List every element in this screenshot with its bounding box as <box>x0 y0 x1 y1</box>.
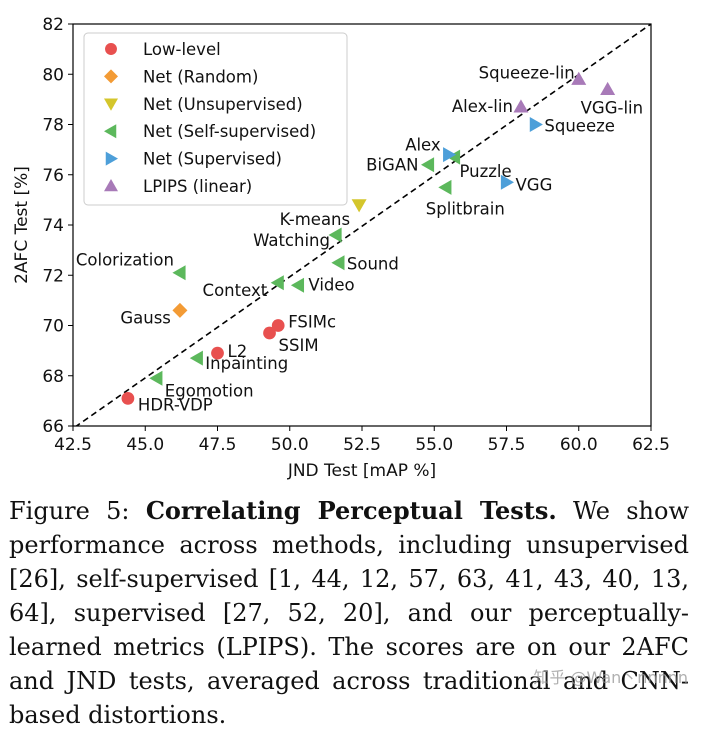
y-tick-label: 72 <box>42 266 64 286</box>
y-tick-label: 76 <box>42 166 64 186</box>
point-hdr-vdp <box>121 391 135 405</box>
caption-body: We show performance across methods, incl… <box>9 497 689 729</box>
point-egomotion <box>149 370 163 386</box>
point-gauss <box>172 302 188 318</box>
point-label-vgg-lin: VGG-lin <box>581 98 643 117</box>
caption-title: Correlating Perceptual Tests. <box>145 496 557 525</box>
legend-box <box>83 32 348 206</box>
y-tick-label: 70 <box>42 317 64 337</box>
point-label-video: Video <box>308 275 354 294</box>
point-splitbrain <box>438 179 452 195</box>
scatter-chart: 42.5 45.0 47.5 50.0 52.5 55.0 57.5 60.0 62.5 66 68… <box>12 15 670 481</box>
point-label-puzzle: Puzzle <box>459 162 511 181</box>
point-watching <box>328 227 342 243</box>
legend-label-low-level: Low-level <box>143 40 221 59</box>
point-squeeze <box>529 117 543 132</box>
legend-label-net-self-supervised: Net (Self-supervised) <box>143 122 316 141</box>
x-tick-label: 55.0 <box>415 435 453 455</box>
y-tick-label: 74 <box>42 216 64 236</box>
legend-label-net-unsupervised: Net (Unsupervised) <box>143 95 303 114</box>
point-puzzle <box>446 149 461 165</box>
ticks-layer: 42.5 45.0 47.5 50.0 52.5 55.0 57.5 60.0 62.5 66 68… <box>42 15 670 455</box>
point-squeeze-lin <box>571 71 587 85</box>
data-points-layer <box>121 71 616 405</box>
x-tick-label: 50.0 <box>271 435 309 455</box>
legend-marker-net-supervised <box>105 151 118 166</box>
point-colorization <box>172 265 186 281</box>
point-k-means <box>351 199 367 213</box>
point-label-splitbrain: Splitbrain <box>426 199 505 218</box>
x-tick-label: 62.5 <box>632 435 670 455</box>
point-label-colorization: Colorization <box>76 251 174 270</box>
point-label-l2: L2 <box>228 342 248 361</box>
point-fsimc <box>271 319 285 332</box>
y-axis-label: 2AFC Test [%] <box>12 166 32 284</box>
legend-marker-net-self-supervised <box>104 124 117 139</box>
legend: Low-level Net (Random) Net (Unsupervised) N… <box>83 32 348 206</box>
point-ssim <box>263 326 276 340</box>
point-label-k-means: K-means <box>280 210 350 229</box>
caption-prefix: Figure 5: <box>9 497 146 525</box>
x-axis-label: JND Test [mAP %] <box>287 461 436 481</box>
point-vgg <box>500 174 514 190</box>
legend-marker-low-level <box>105 43 117 55</box>
point-l2 <box>211 346 224 360</box>
legend-marker-lpips-linear <box>104 179 118 192</box>
point-label-egomotion: Egomotion <box>165 381 254 400</box>
point-label-watching: Watching <box>253 231 330 250</box>
point-alex <box>443 147 457 163</box>
point-label-sound: Sound <box>347 255 399 274</box>
point-vgg-lin <box>600 81 616 95</box>
point-label-bigan: BiGAN <box>366 156 418 175</box>
point-sound <box>331 255 345 271</box>
point-label-vgg: VGG <box>516 175 553 194</box>
x-tick-label: 45.0 <box>126 435 164 455</box>
watermark-text: 知乎 @Wan丶nnnnn <box>533 668 688 687</box>
point-alex-lin <box>513 99 529 113</box>
x-tick-label: 47.5 <box>199 435 237 455</box>
legend-label-net-random: Net (Random) <box>143 67 258 86</box>
point-inpainting <box>189 350 203 366</box>
point-label-context: Context <box>203 281 268 300</box>
legend-marker-net-random <box>104 69 118 84</box>
reference-dashed-line <box>75 24 651 426</box>
x-tick-label: 57.5 <box>488 435 526 455</box>
point-label-hdr-vdp: HDR-VDP <box>138 395 213 414</box>
x-tick-label: 42.5 <box>54 435 92 455</box>
reference-line-layer <box>75 24 651 426</box>
point-label-inpainting: Inpainting <box>205 354 288 373</box>
point-label-fsimc: FSIMc <box>288 313 336 332</box>
y-tick-label: 78 <box>42 116 64 136</box>
point-labels-layer: HDR-VDP L2 SSIM FSIMc Gauss K-means Egomotion I… <box>76 63 643 414</box>
point-label-alex: Alex <box>405 136 441 155</box>
x-tick-label: 52.5 <box>343 435 381 455</box>
y-tick-label: 66 <box>42 417 64 437</box>
legend-marker-net-unsupervised <box>104 98 118 111</box>
point-label-squeeze-lin: Squeeze-lin <box>479 63 575 82</box>
figure-caption: Figure 5: Correlating Perceptual Tests. … <box>9 494 689 732</box>
point-label-gauss: Gauss <box>120 308 171 327</box>
point-label-ssim: SSIM <box>279 336 319 355</box>
y-tick-label: 68 <box>42 367 64 387</box>
point-bigan <box>420 157 435 173</box>
point-context <box>270 275 284 291</box>
point-label-squeeze: Squeeze <box>544 117 615 136</box>
point-label-alex-lin: Alex-lin <box>452 97 513 116</box>
x-tick-label: 60.0 <box>560 435 598 455</box>
y-tick-label: 80 <box>42 65 64 85</box>
point-video <box>290 277 305 293</box>
y-tick-label: 82 <box>42 15 64 35</box>
legend-label-net-supervised: Net (Supervised) <box>143 150 282 169</box>
legend-label-lpips-linear: LPIPS (linear) <box>143 177 252 196</box>
